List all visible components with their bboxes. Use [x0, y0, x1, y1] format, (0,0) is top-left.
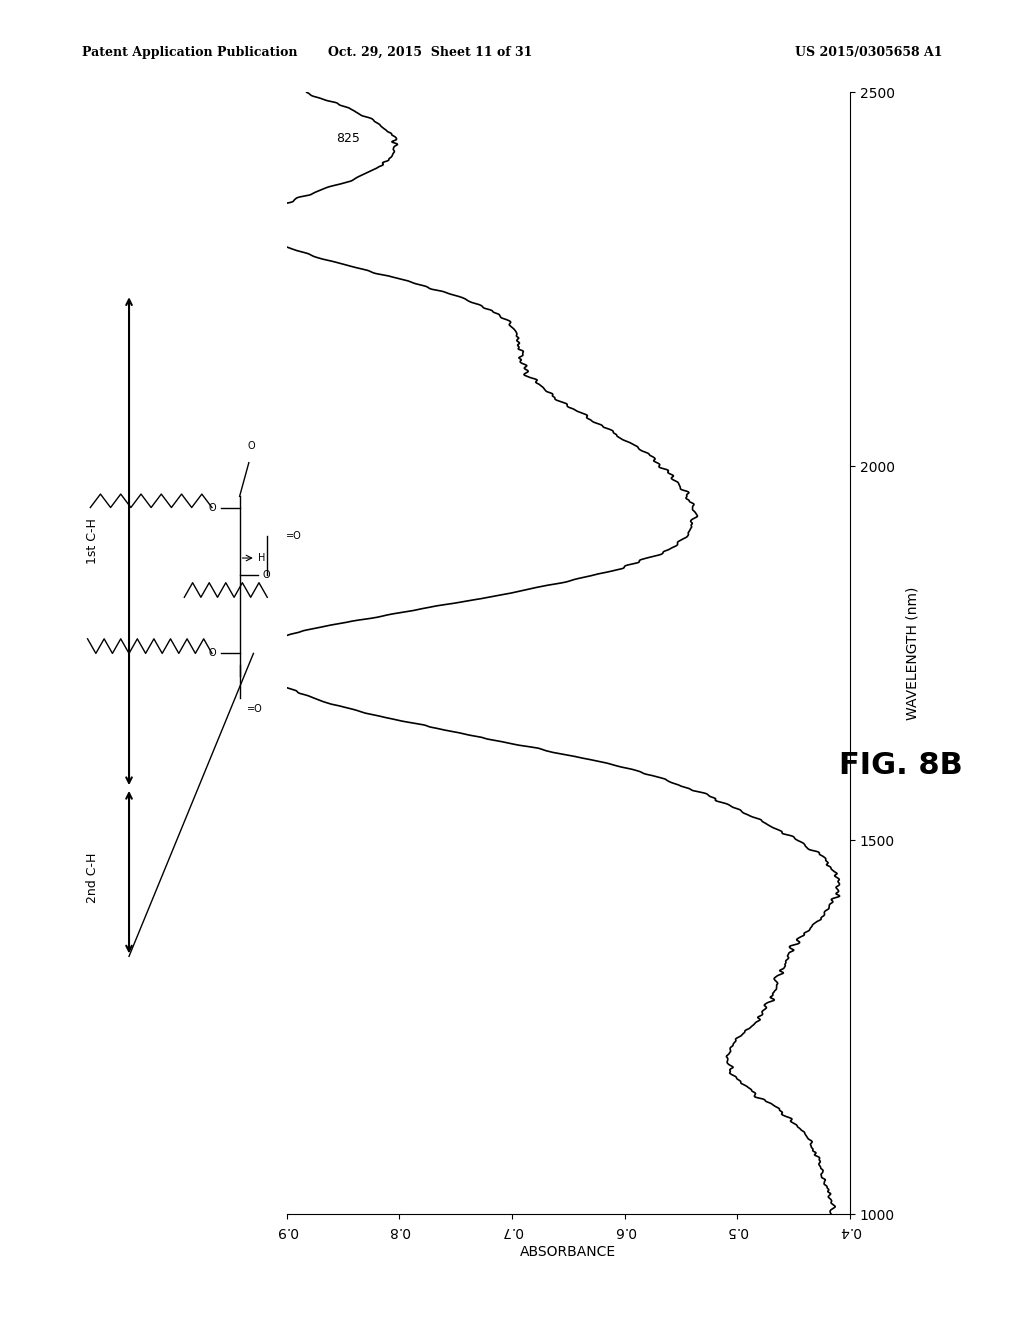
Text: =O: =O [247, 705, 262, 714]
Text: 1st C-H: 1st C-H [86, 519, 98, 564]
Text: O: O [248, 441, 255, 451]
Text: O: O [209, 503, 217, 512]
Text: Patent Application Publication: Patent Application Publication [82, 46, 297, 59]
Text: US 2015/0305658 A1: US 2015/0305658 A1 [795, 46, 942, 59]
Text: Oct. 29, 2015  Sheet 11 of 31: Oct. 29, 2015 Sheet 11 of 31 [328, 46, 532, 59]
Text: 2nd C-H: 2nd C-H [86, 853, 98, 903]
Y-axis label: WAVELENGTH (nm): WAVELENGTH (nm) [906, 586, 920, 721]
Text: O: O [209, 648, 217, 659]
Text: H: H [258, 553, 265, 564]
Text: FIG. 8B: FIG. 8B [840, 751, 963, 780]
Text: O: O [263, 570, 270, 579]
X-axis label: ABSORBANCE: ABSORBANCE [520, 1245, 616, 1259]
Text: =O: =O [286, 531, 301, 541]
Text: 825: 825 [336, 132, 360, 145]
